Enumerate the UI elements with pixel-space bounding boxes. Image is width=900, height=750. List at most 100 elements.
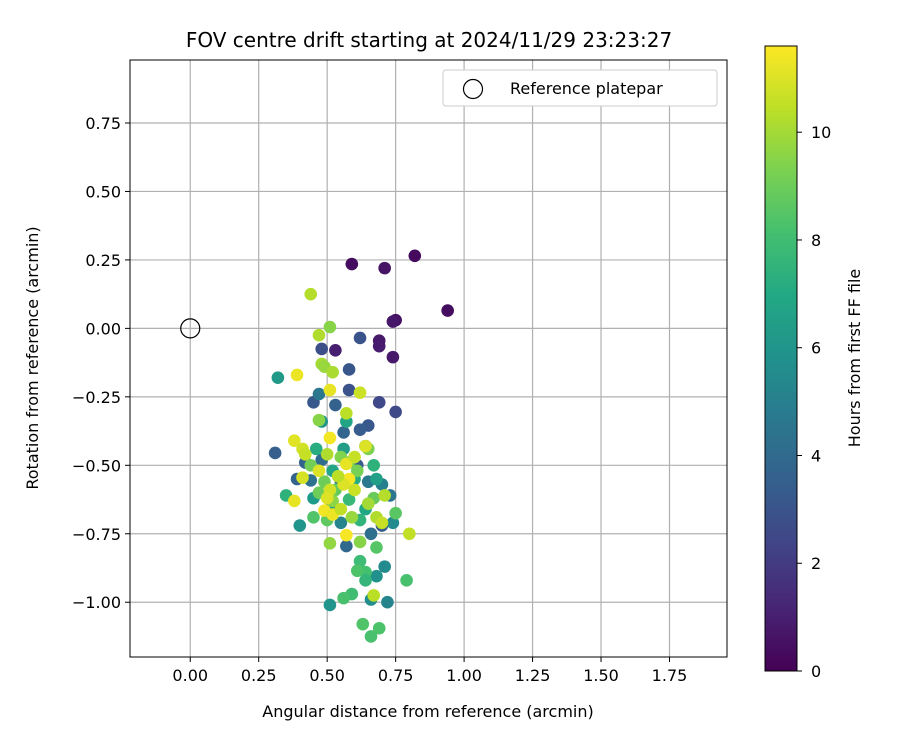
colorbar-tick-label: 4 (811, 446, 821, 465)
colorbar-ticks: 0 2 4 6 8 10 (797, 123, 831, 681)
y-tick-label: 0.25 (85, 251, 121, 270)
colorbar-tick-label: 6 (811, 339, 821, 358)
data-point (345, 511, 359, 524)
data-point (323, 383, 337, 397)
data-point (334, 516, 348, 530)
data-point (312, 464, 326, 478)
data-point (353, 386, 367, 400)
data-point (386, 350, 400, 364)
y-tick-label: −0.25 (72, 388, 121, 407)
x-tick-label: 1.25 (515, 666, 551, 685)
x-axis-ticks: 0.00 0.25 0.50 0.75 1.00 1.25 1.50 1.75 (172, 657, 687, 685)
data-point (293, 519, 307, 532)
data-point (323, 320, 337, 334)
data-point (403, 527, 416, 541)
data-point (290, 368, 304, 382)
data-point (364, 630, 378, 643)
reference-marker-group (180, 318, 201, 339)
data-point (359, 439, 372, 453)
data-point (350, 464, 364, 478)
x-axis-label: Angular distance from reference (arcmin) (262, 702, 593, 721)
legend-marker-reference (462, 78, 484, 100)
y-tick-label: 0.75 (85, 114, 121, 133)
colorbar (764, 45, 798, 672)
data-point (307, 511, 320, 524)
data-point (345, 257, 359, 271)
data-point (320, 448, 334, 461)
data-point (342, 493, 356, 506)
data-point (329, 343, 342, 357)
colorbar-tick-label: 8 (811, 231, 821, 250)
data-point (309, 442, 323, 456)
data-point (334, 502, 348, 516)
data-point (353, 331, 367, 345)
data-point (375, 516, 389, 530)
x-tick-label: 0.75 (378, 666, 414, 685)
grid-lines (130, 60, 727, 657)
data-point (364, 527, 378, 541)
data-point (372, 339, 386, 353)
data-point (389, 506, 402, 520)
colorbar-tick-label: 10 (811, 123, 831, 142)
reference-platepar-marker (180, 318, 201, 339)
legend-label-reference: Reference platepar (510, 79, 663, 98)
y-axis-ticks: −1.00 −0.75 −0.50 −0.25 0.00 0.25 0.50 0.75 (72, 114, 130, 612)
data-point (353, 554, 367, 568)
data-point (323, 537, 337, 550)
data-point (408, 249, 422, 263)
data-point (304, 287, 318, 301)
data-point (400, 574, 413, 587)
x-tick-label: 0.25 (241, 666, 277, 685)
data-point (370, 541, 383, 554)
colorbar-tick-label: 0 (811, 662, 821, 681)
legend: Reference platepar (442, 69, 718, 107)
x-tick-label: 0.00 (172, 666, 208, 685)
data-point (372, 396, 386, 409)
data-point (370, 569, 383, 583)
chart-title: FOV centre drift starting at 2024/11/29 … (186, 28, 672, 52)
y-tick-label: 0.50 (85, 182, 121, 201)
y-tick-label: −0.75 (72, 525, 121, 544)
data-point (323, 598, 337, 612)
data-point (353, 423, 367, 437)
data-point (331, 469, 345, 483)
data-point (340, 406, 353, 420)
data-point (288, 494, 301, 508)
data-point (367, 589, 381, 602)
colorbar-tick-label: 2 (811, 554, 821, 573)
data-point (320, 491, 334, 505)
y-tick-label: −0.50 (72, 456, 121, 475)
x-tick-label: 1.75 (652, 666, 688, 685)
data-point (323, 431, 337, 445)
data-point (337, 426, 350, 439)
data-point (312, 413, 326, 427)
data-point (288, 434, 301, 447)
x-tick-label: 1.50 (583, 666, 619, 685)
data-point (386, 315, 400, 328)
data-point (359, 574, 372, 587)
data-point (389, 405, 402, 419)
data-point (342, 383, 356, 397)
x-tick-label: 1.00 (446, 666, 482, 685)
data-point (378, 261, 391, 275)
y-tick-label: 0.00 (85, 319, 121, 338)
data-point (378, 489, 391, 502)
data-point (298, 448, 312, 461)
data-points (268, 249, 454, 643)
data-point (367, 459, 381, 472)
data-point (361, 497, 375, 510)
data-point (348, 450, 361, 464)
y-tick-label: −1.00 (72, 593, 121, 612)
data-point (441, 304, 454, 317)
data-point (337, 591, 350, 605)
data-point (378, 560, 391, 573)
x-tick-label: 0.50 (309, 666, 345, 685)
colorbar-label: Hours from first FF file (845, 269, 864, 448)
data-point (268, 446, 282, 460)
data-point (340, 528, 353, 542)
legend-box (442, 69, 718, 107)
data-point (296, 471, 309, 484)
data-point (326, 365, 339, 379)
data-point (356, 617, 370, 631)
